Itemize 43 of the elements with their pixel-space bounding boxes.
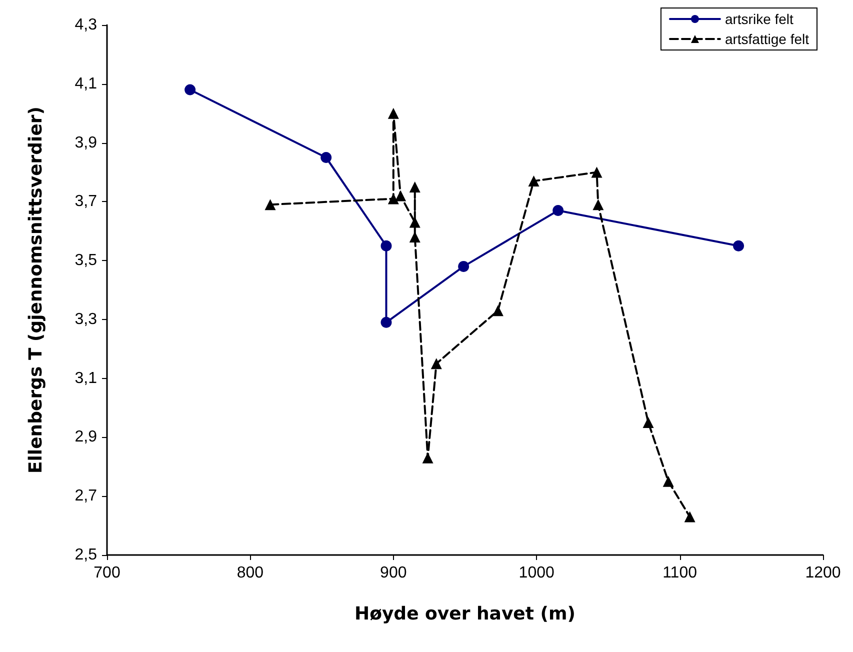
point — [592, 199, 604, 210]
point — [409, 216, 420, 228]
x-tick-label: 1000 — [518, 564, 554, 582]
point — [492, 305, 504, 316]
y-tick-label: 2,5 — [74, 546, 98, 564]
point — [409, 232, 420, 242]
y-tick-label: 2,9 — [74, 428, 98, 446]
point — [388, 193, 399, 204]
point — [591, 166, 602, 178]
y-tick-label: 3,5 — [74, 252, 98, 270]
x-tick-label: 1100 — [662, 564, 698, 582]
point — [733, 240, 744, 252]
point — [552, 205, 564, 216]
point — [642, 417, 654, 428]
y-tick-label: 2,7 — [74, 488, 98, 505]
point — [320, 152, 332, 163]
x-tick-label: 800 — [236, 564, 264, 582]
point — [388, 108, 399, 119]
point — [184, 84, 196, 96]
y-tick-label: 3,3 — [74, 310, 98, 328]
x-tick-label: 900 — [380, 564, 407, 582]
legend-label: artsrike felt — [724, 11, 794, 27]
x-tick-label: 1200 — [805, 564, 841, 582]
point — [264, 199, 276, 210]
point — [380, 316, 392, 328]
legend-label: artsfattige felt — [724, 31, 810, 47]
y-axis-title: Ellenbergs T (gjennomsnittsverdier) — [26, 106, 46, 474]
point — [380, 240, 392, 252]
y-tick-label: 3,7 — [74, 193, 98, 210]
y-tick-label: 3,9 — [74, 134, 98, 152]
point — [409, 181, 420, 192]
y-tick-label: 4,1 — [74, 75, 98, 92]
y-tick-label: 3,1 — [74, 370, 98, 387]
point — [458, 260, 470, 272]
point — [430, 358, 442, 370]
x-axis-title: Høyde over havet (m) — [354, 604, 576, 624]
point — [528, 176, 540, 187]
x-tick-label: 700 — [94, 564, 120, 582]
point — [395, 190, 406, 202]
point — [662, 476, 674, 487]
point — [684, 511, 696, 522]
y-tick-label: 4,3 — [74, 16, 98, 34]
point — [422, 452, 434, 464]
